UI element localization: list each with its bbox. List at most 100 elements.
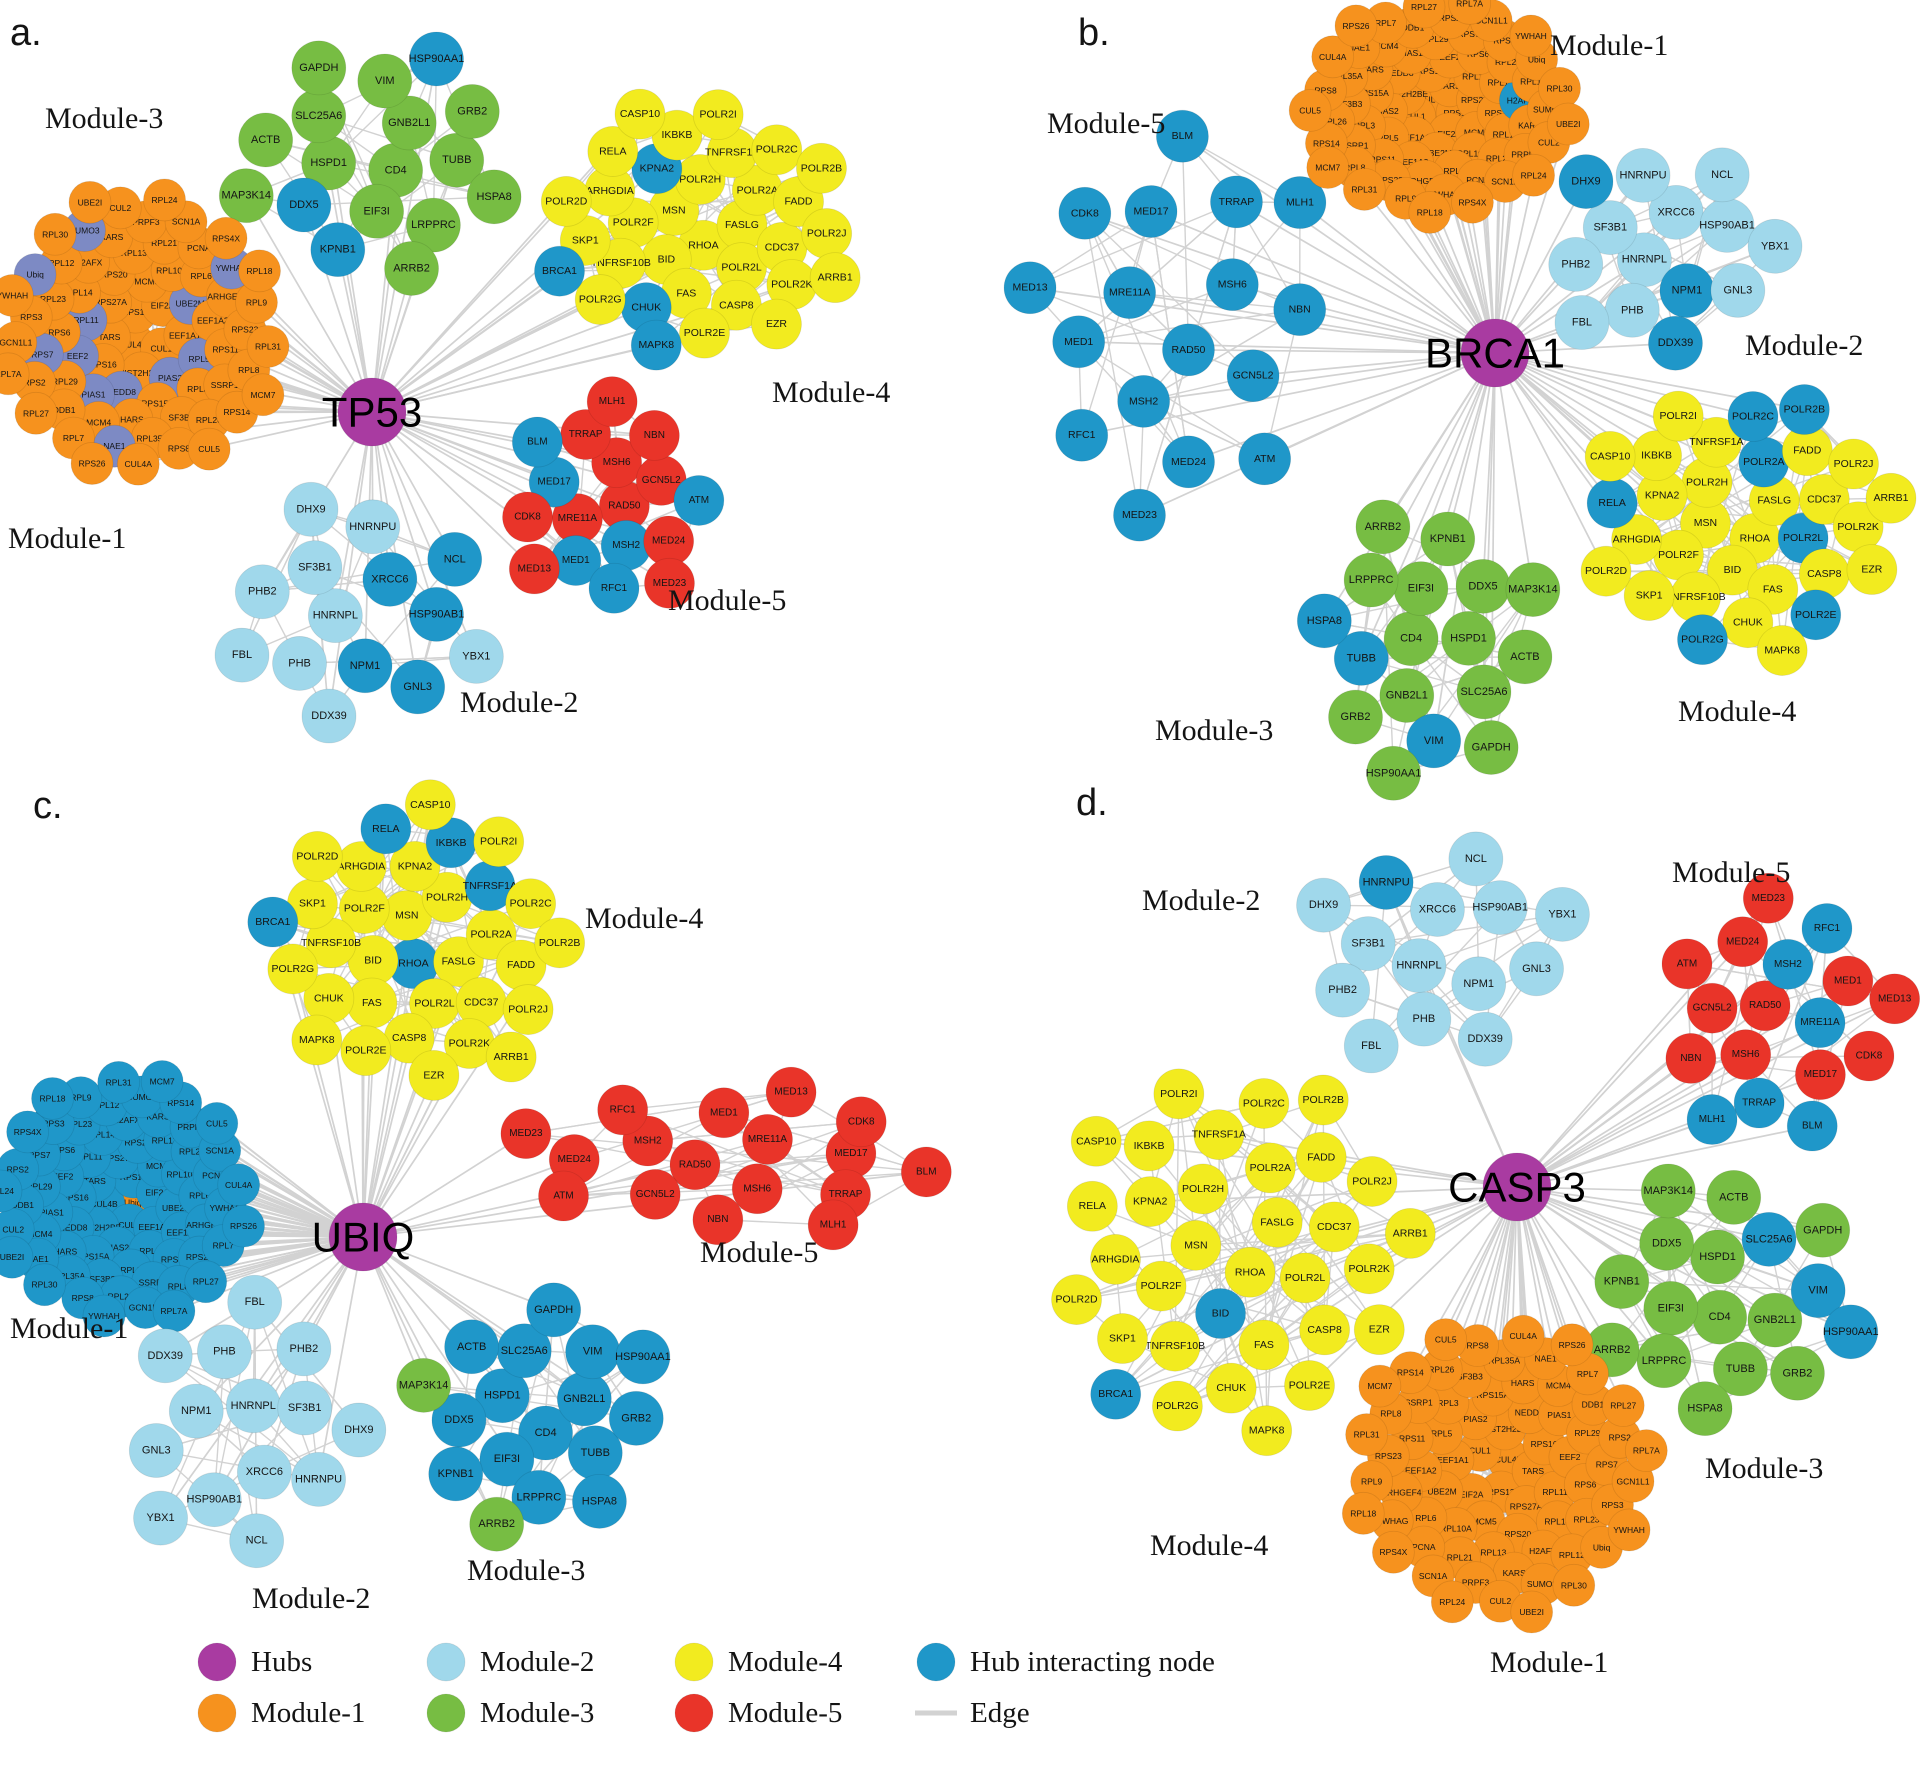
gene-node-label: SF3B1 <box>288 1402 322 1414</box>
gene-node-label: PCNA <box>1412 1542 1436 1552</box>
gene-node-label: POLR2F <box>1658 549 1699 561</box>
edge <box>1745 928 1828 1056</box>
gene-node-label: HSP90AB1 <box>1699 219 1755 231</box>
node-MSN: MSN <box>1170 1219 1222 1271</box>
edge <box>1690 1055 1869 1060</box>
node-DDX39: DDX39 <box>1457 1011 1513 1067</box>
gene-node-label: SCN1A <box>172 217 201 227</box>
gene-node-label: NCL <box>444 553 466 565</box>
node-KPNB1: KPNB1 <box>428 1446 484 1502</box>
gene-node-label: RPS2 <box>1439 13 1461 23</box>
gene-node-label: NBN <box>707 1214 728 1225</box>
hub-edge <box>371 411 438 615</box>
hub-edge <box>1516 1186 1798 1374</box>
node-MED17: MED17 <box>1794 1049 1846 1101</box>
gene-node-label: POLR2A <box>737 184 778 196</box>
node-RPL7A: RPL7A <box>152 1289 196 1333</box>
gene-node-label: RPL14 <box>1487 78 1513 88</box>
gene-node-circle <box>1343 552 1399 608</box>
gene-node-label: HARS <box>120 415 144 425</box>
gene-node-label: RPL11 <box>1462 71 1488 81</box>
gene-node-label: MRE11A <box>1109 287 1150 299</box>
gene-node-label: POLR2H <box>1686 476 1728 488</box>
gene-node-label: ARRB2 <box>393 262 430 274</box>
gene-node-label: DDB1 <box>53 405 76 415</box>
gene-node-label: KPNB1 <box>438 1468 474 1480</box>
gene-node-label: LRPPRC <box>517 1491 562 1503</box>
gene-node-label: UBE2I <box>1519 1607 1544 1617</box>
gene-node-circle <box>1441 610 1496 666</box>
gene-node-label: EEF2 <box>67 351 89 361</box>
gene-node-label: RPL18 <box>40 1093 66 1103</box>
gene-node-label: CHUK <box>1216 1382 1246 1394</box>
node-MRE11A: MRE11A <box>1103 266 1157 320</box>
gene-node-label: POLR2I <box>699 109 736 121</box>
edge <box>1096 1102 1265 1142</box>
node-HNRNPL: HNRNPL <box>225 1378 281 1434</box>
gene-node-circle <box>1306 146 1350 189</box>
gene-node-label: CDC37 <box>765 241 800 253</box>
node-GRB2: GRB2 <box>608 1390 664 1446</box>
node-FAS: FAS <box>1238 1319 1290 1371</box>
gene-node-label: XRCC6 <box>1419 903 1456 915</box>
gene-node-circle <box>291 40 347 96</box>
edge <box>1174 1093 1180 1347</box>
gene-node-label: IKBKB <box>436 837 467 849</box>
gene-node-label: RPL7A <box>161 1306 188 1316</box>
gene-node-circle <box>751 124 803 176</box>
gene-node-label: SF3B1 <box>1593 222 1627 234</box>
gene-node-label: RPL5 <box>1377 133 1399 143</box>
gene-node-label: MAPK8 <box>638 339 674 351</box>
gene-node-circle <box>234 564 290 620</box>
gene-node-label: MRE11A <box>748 1134 788 1145</box>
panel-letter-tp53: a. <box>10 12 42 54</box>
gene-node-label: FAS <box>676 287 696 299</box>
gene-node-label: PIAS1 <box>1399 48 1423 58</box>
gene-node-label: MAPK8 <box>1764 644 1800 656</box>
node-EZR: EZR <box>1846 544 1898 595</box>
gene-node-circle <box>287 540 343 596</box>
node-ARRB2: ARRB2 <box>384 241 439 296</box>
gene-node-label: HSP90AB1 <box>186 1494 242 1506</box>
gene-node-circle <box>241 373 285 417</box>
gene-node-label: MED24 <box>652 536 686 547</box>
gene-node-circle <box>1509 14 1553 58</box>
gene-node-circle <box>448 628 504 684</box>
gene-node-label: HSPD1 <box>1450 632 1487 644</box>
node-RPL18: RPL18 <box>1408 191 1452 234</box>
gene-node-label: EIF3I <box>1658 1302 1684 1314</box>
gene-node-label: DDX5 <box>1652 1237 1681 1249</box>
gene-node-label: PHB <box>1621 304 1644 316</box>
gene-node-label: RPS7 <box>1596 1460 1618 1470</box>
gene-node-label: RPL9 <box>246 297 268 307</box>
gene-node-circle <box>218 168 274 224</box>
gene-node-circle <box>381 95 437 151</box>
node-RPL30: RPL30 <box>1552 1563 1596 1607</box>
gene-node-label: RHOA <box>398 958 428 970</box>
gene-node-label: ARRB1 <box>818 272 853 284</box>
edge <box>1115 1329 1325 1395</box>
gene-node-label: RPL24 <box>0 1186 14 1196</box>
gene-node-label: POLR2A <box>470 929 511 941</box>
gene-node-label: NPM1 <box>350 660 381 672</box>
gene-node-label: HIST2H2BE <box>1382 89 1429 99</box>
node-MSH6: MSH6 <box>1205 258 1259 311</box>
gene-node-label: TNFRSF1A <box>463 880 517 892</box>
gene-node-label: ARRB1 <box>1873 492 1908 504</box>
node-CUL5: CUL5 <box>195 1101 239 1145</box>
gene-node-label: Ubiq <box>1593 1542 1611 1552</box>
gene-node-label: RPS23 <box>1375 1451 1402 1461</box>
gene-node-label: CDK8 <box>848 1116 875 1127</box>
node-POLR2E: POLR2E <box>1284 1360 1335 1411</box>
edge <box>538 1309 555 1498</box>
node-PHB: PHB <box>1604 282 1660 338</box>
gene-node-circle <box>1226 349 1280 403</box>
gene-node-label: POLR2I <box>1160 1088 1197 1100</box>
gene-node-label: MED13 <box>1878 993 1912 1004</box>
gene-node-label: MED1 <box>1064 336 1093 348</box>
gene-node-label: UBE2I <box>0 1252 24 1262</box>
gene-node-circle <box>1463 720 1519 775</box>
gene-node-label: RHOA <box>1235 1266 1265 1278</box>
node-FBL: FBL <box>227 1274 283 1330</box>
